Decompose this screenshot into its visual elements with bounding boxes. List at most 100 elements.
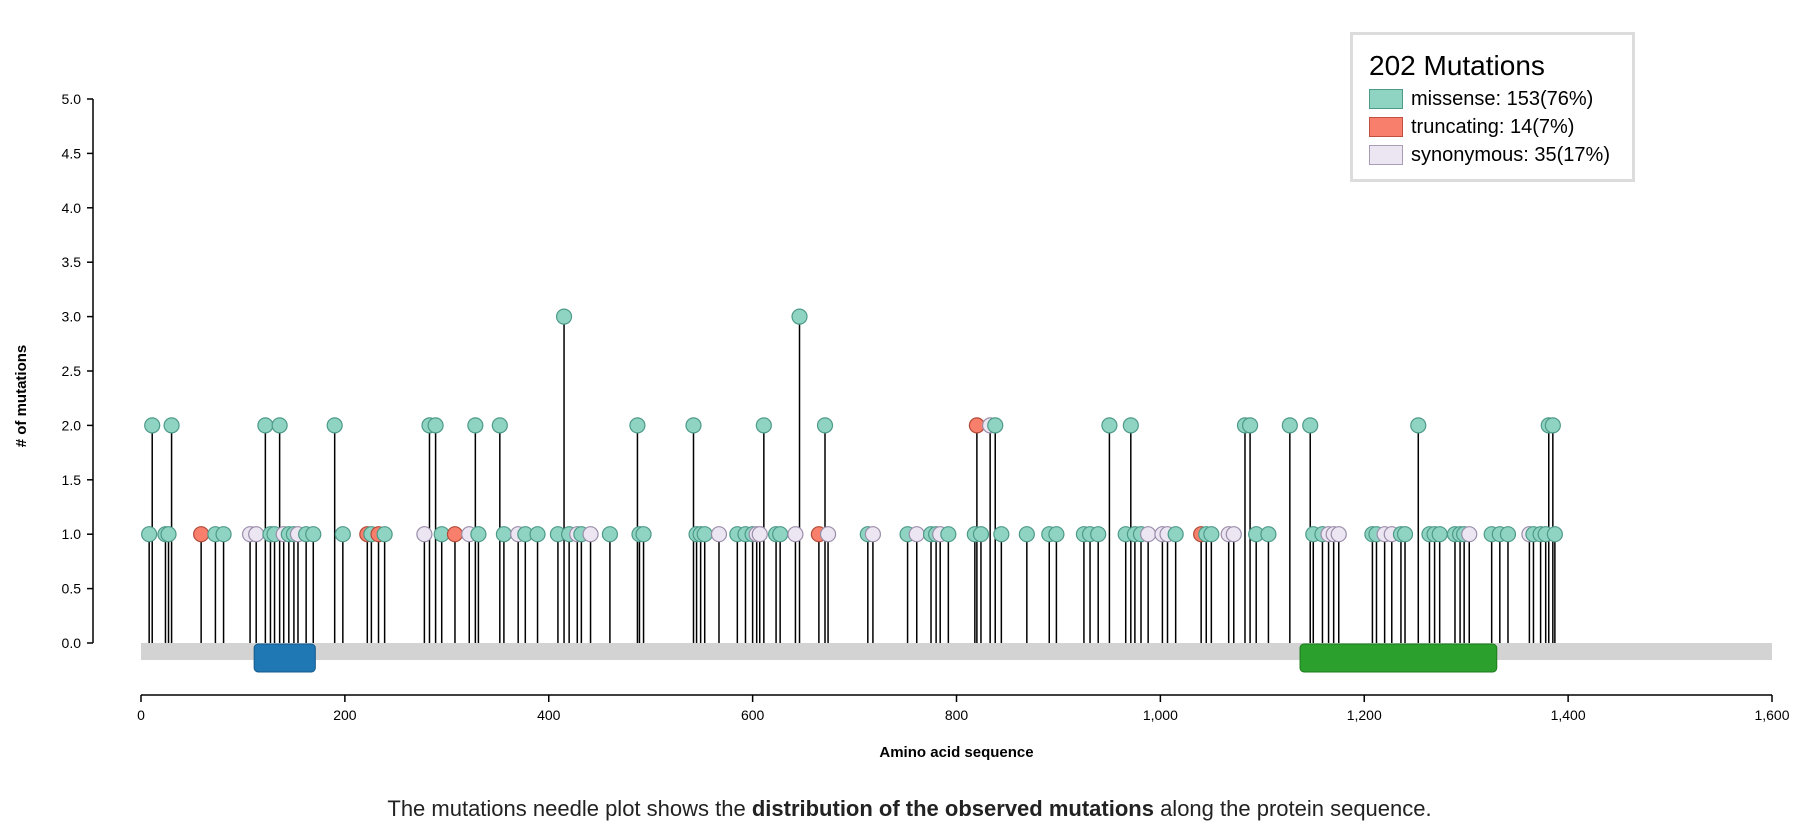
needle-head-missense (1431, 526, 1448, 543)
y-axis-title: # of mutations (13, 345, 30, 448)
protein-domain (253, 643, 316, 673)
needle-head-missense (1260, 526, 1277, 543)
legend-swatch-truncating (1369, 117, 1403, 137)
needle-head-missense (529, 526, 546, 543)
needle-head-synonymous (1330, 526, 1347, 543)
caption-bold: distribution of the observed mutations (751, 796, 1154, 821)
needle-head-synonymous (864, 526, 882, 543)
needle-head-missense (491, 417, 508, 434)
needle-head-synonymous (751, 526, 768, 543)
needle-head-missense (376, 526, 393, 543)
legend-swatch-missense (1369, 89, 1403, 109)
needle-head-truncating (193, 526, 210, 543)
needle-head-missense (629, 417, 646, 434)
needle-head-missense (467, 417, 484, 434)
needle-head-missense (816, 417, 834, 434)
y-tick-label: 3.0 (62, 309, 82, 325)
y-tick-label: 1.0 (62, 526, 82, 542)
needle-head-missense (1281, 417, 1298, 434)
needle-head-missense (1018, 526, 1035, 543)
needle-head-missense (635, 526, 652, 543)
legend-title: 202 Mutations (1369, 50, 1545, 81)
needle-head-missense (495, 526, 512, 543)
needle-head-missense (163, 417, 180, 434)
protein-backbone (141, 643, 1772, 660)
needle-head-missense (1544, 417, 1561, 434)
needle-head-missense (555, 308, 573, 325)
x-tick-label: 1,400 (1551, 707, 1586, 723)
needle-head-missense (1203, 526, 1220, 543)
needle-head-missense (470, 526, 487, 543)
needle-head-missense (1410, 417, 1427, 434)
needle-head-truncating (446, 526, 464, 543)
legend: 202 Mutations missense: 153(76%) truncat… (1350, 32, 1635, 182)
needle-head-missense (993, 526, 1010, 543)
needle-head-missense (427, 417, 444, 434)
needle-head-missense (601, 526, 619, 543)
legend-swatch-synonymous (1369, 145, 1403, 165)
x-tick-label: 0 (137, 707, 145, 723)
needle-head-missense (1167, 526, 1184, 543)
y-tick-label: 1.5 (62, 472, 82, 488)
y-tick-label: 5.0 (62, 91, 82, 107)
needle-head-missense (1048, 526, 1065, 543)
x-tick-label: 800 (945, 707, 969, 723)
needle-head-synonymous (1140, 526, 1157, 543)
x-tick-label: 400 (537, 707, 561, 723)
y-tick-label: 0.0 (62, 635, 82, 651)
y-tick-label: 3.5 (62, 254, 82, 270)
protein-domain (1299, 643, 1498, 673)
needle-head-synonymous (787, 526, 804, 543)
needle-head-missense (987, 417, 1004, 434)
needle-head-missense (326, 417, 343, 434)
needle-head-synonymous (416, 526, 433, 543)
y-axis: 0.0 0.5 1.0 1.5 2.0 2.5 3.0 3.5 4.0 4.5 5.0 (62, 91, 94, 651)
needle-head-missense (1101, 417, 1118, 434)
needle-head-missense (141, 526, 158, 543)
legend-item-missense: missense: 153(76%) (1369, 85, 1616, 113)
y-tick-label: 4.0 (62, 200, 82, 216)
needle-head-missense (1090, 526, 1107, 543)
needle-head-synonymous (710, 526, 728, 543)
mutation-needles (141, 308, 1563, 643)
x-axis-title: Amino acid sequence (879, 744, 1033, 761)
needle-head-missense (144, 417, 161, 434)
needle-head-missense (696, 526, 713, 543)
needle-head-missense (1241, 417, 1259, 434)
x-tick-label: 1,000 (1143, 707, 1178, 723)
legend-label-truncating: truncating: 14(7%) (1411, 115, 1575, 138)
needle-head-missense (257, 417, 274, 434)
needle-head-missense (755, 417, 772, 434)
y-tick-label: 0.5 (62, 581, 82, 597)
needle-head-missense (791, 308, 808, 325)
needle-head-synonymous (1225, 526, 1242, 543)
needle-head-missense (160, 526, 177, 543)
x-tick-label: 200 (333, 707, 357, 723)
needle-head-missense (1122, 417, 1139, 434)
x-tick-label: 1,200 (1347, 707, 1382, 723)
needle-plot: 0.0 0.5 1.0 1.5 2.0 2.5 3.0 3.5 4.0 4.5 5.0 0 200 40… (13, 91, 1790, 761)
needle-head-missense (215, 526, 232, 543)
needle-head-missense (772, 526, 789, 543)
needle-head-missense (305, 526, 322, 543)
needle-head-missense (1499, 526, 1517, 543)
needle-head-synonymous (582, 526, 599, 543)
caption: The mutations needle plot shows the dist… (0, 796, 1819, 822)
y-tick-label: 2.5 (62, 363, 82, 379)
needle-head-missense (1396, 526, 1414, 543)
needle-head-synonymous (819, 526, 837, 543)
caption-suffix: along the protein sequence. (1153, 796, 1432, 821)
needle-head-missense (271, 417, 288, 434)
y-tick-label: 2.0 (62, 417, 82, 433)
x-tick-label: 1,600 (1754, 707, 1789, 723)
needle-head-missense (972, 526, 990, 543)
needle-head-synonymous (248, 526, 265, 543)
caption-prefix: The mutations needle plot shows the (387, 796, 752, 821)
legend-label-missense: missense: 153(76%) (1411, 87, 1594, 110)
needle-head-synonymous (1461, 526, 1478, 543)
x-tick-label: 600 (741, 707, 765, 723)
protein-domains (253, 643, 1498, 673)
needle-head-missense (940, 526, 957, 543)
legend-item-truncating: truncating: 14(7%) (1369, 113, 1616, 141)
y-tick-label: 4.5 (62, 145, 82, 161)
